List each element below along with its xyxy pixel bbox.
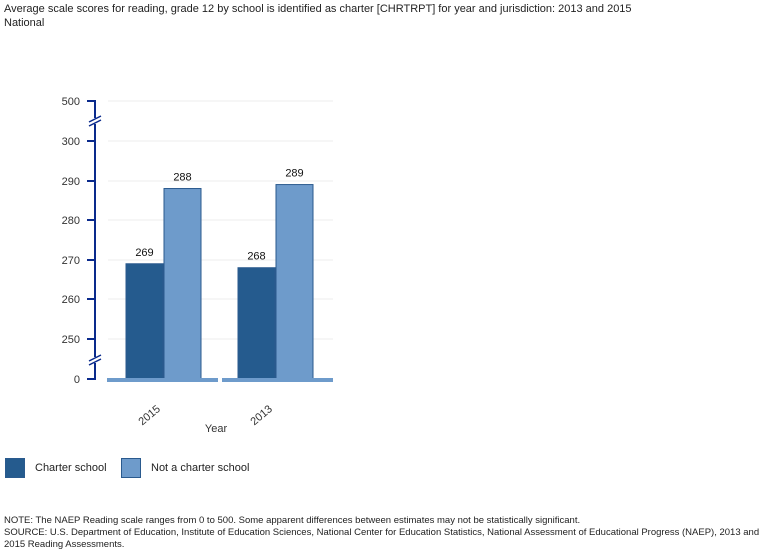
bar-2013-charter	[237, 267, 276, 380]
legend-label: Not a charter school	[151, 462, 250, 474]
bar-2015-charter	[125, 263, 164, 380]
axis-break-icon	[88, 358, 102, 366]
source-text: SOURCE: U.S. Department of Education, In…	[4, 527, 760, 550]
bar-2015-not-charter	[163, 188, 202, 380]
y-tick-label: 290	[62, 176, 80, 188]
notes: NOTE: The NAEP Reading scale ranges from…	[4, 515, 774, 551]
chart-title: Average scale scores for reading, grade …	[4, 2, 777, 30]
legend-label: Charter school	[35, 462, 107, 474]
axis-break-icon	[88, 354, 102, 362]
note-text: NOTE: The NAEP Reading scale ranges from…	[4, 515, 581, 526]
x-axis-segment	[222, 378, 333, 382]
y-tick-label: 250	[62, 334, 80, 346]
x-axis-segment	[107, 378, 218, 382]
legend-item-charter: Charter school	[5, 458, 107, 478]
x-tick-label: 2015	[136, 403, 162, 428]
y-tick-label: 270	[62, 255, 80, 267]
data-label: 269	[135, 247, 153, 259]
data-label: 289	[285, 168, 303, 180]
legend-swatch	[5, 458, 25, 478]
axis-break-gap	[89, 357, 101, 363]
y-tick-label: 280	[62, 215, 80, 227]
bar-2013-not-charter	[275, 184, 314, 380]
x-tick-label: 2013	[248, 403, 274, 428]
y-tick-label: 0	[74, 374, 80, 386]
legend-item-not-charter: Not a charter school	[121, 458, 249, 478]
data-label: 268	[247, 251, 265, 263]
axis-break-icon	[88, 115, 102, 123]
legend-swatch	[121, 458, 141, 478]
bar-chart: 0 250 260 270 280 290 300 500 269 288 2015 268 289 20…	[62, 96, 333, 435]
axis-break-gap	[89, 118, 101, 124]
data-label: 288	[173, 172, 191, 184]
y-tick-label: 500	[62, 96, 80, 108]
y-tick-label: 260	[62, 294, 80, 306]
subtitle-text: National	[4, 17, 45, 29]
title-text: Average scale scores for reading, grade …	[4, 3, 632, 15]
x-axis-label: Year	[205, 423, 228, 435]
y-tick-label: 300	[62, 136, 80, 148]
axis-break-icon	[88, 119, 102, 127]
